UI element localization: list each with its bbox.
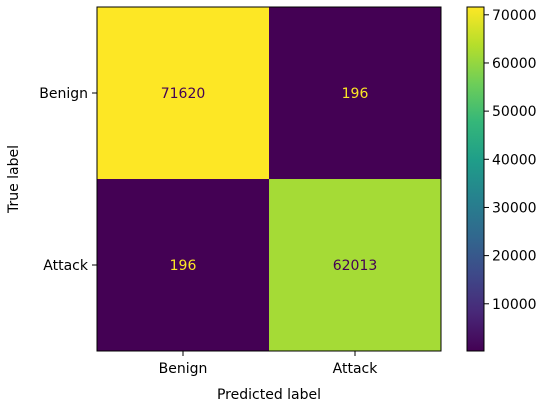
colorbar-tick-label: 30000 xyxy=(492,200,537,216)
y-axis-label: True label xyxy=(6,145,22,214)
cell-value-label: 62013 xyxy=(333,258,378,274)
cell-value-label: 71620 xyxy=(161,86,206,102)
heatmap-cell xyxy=(269,179,441,351)
colorbar-tick-label: 50000 xyxy=(492,104,537,120)
heatmap-cell xyxy=(97,179,269,351)
x-axis-label: Predicted label xyxy=(217,387,321,403)
y-tick-label: Attack xyxy=(43,258,89,274)
heatmap-cell xyxy=(97,7,269,179)
colorbar-tick-label: 60000 xyxy=(492,56,537,72)
colorbar-tick-label: 10000 xyxy=(492,297,537,313)
x-tick-label: Benign xyxy=(159,361,208,377)
x-tick-label: Attack xyxy=(333,361,379,377)
colorbar xyxy=(466,6,485,352)
y-tick-label: Benign xyxy=(39,86,88,102)
colorbar-tick-label: 20000 xyxy=(492,249,537,265)
cell-value-label: 196 xyxy=(170,258,197,274)
heatmap-cell xyxy=(269,7,441,179)
colorbar-tick-label: 70000 xyxy=(492,8,537,24)
cell-value-label: 196 xyxy=(342,86,369,102)
colorbar-tick-label: 40000 xyxy=(492,152,537,168)
plot-frame xyxy=(96,6,442,352)
